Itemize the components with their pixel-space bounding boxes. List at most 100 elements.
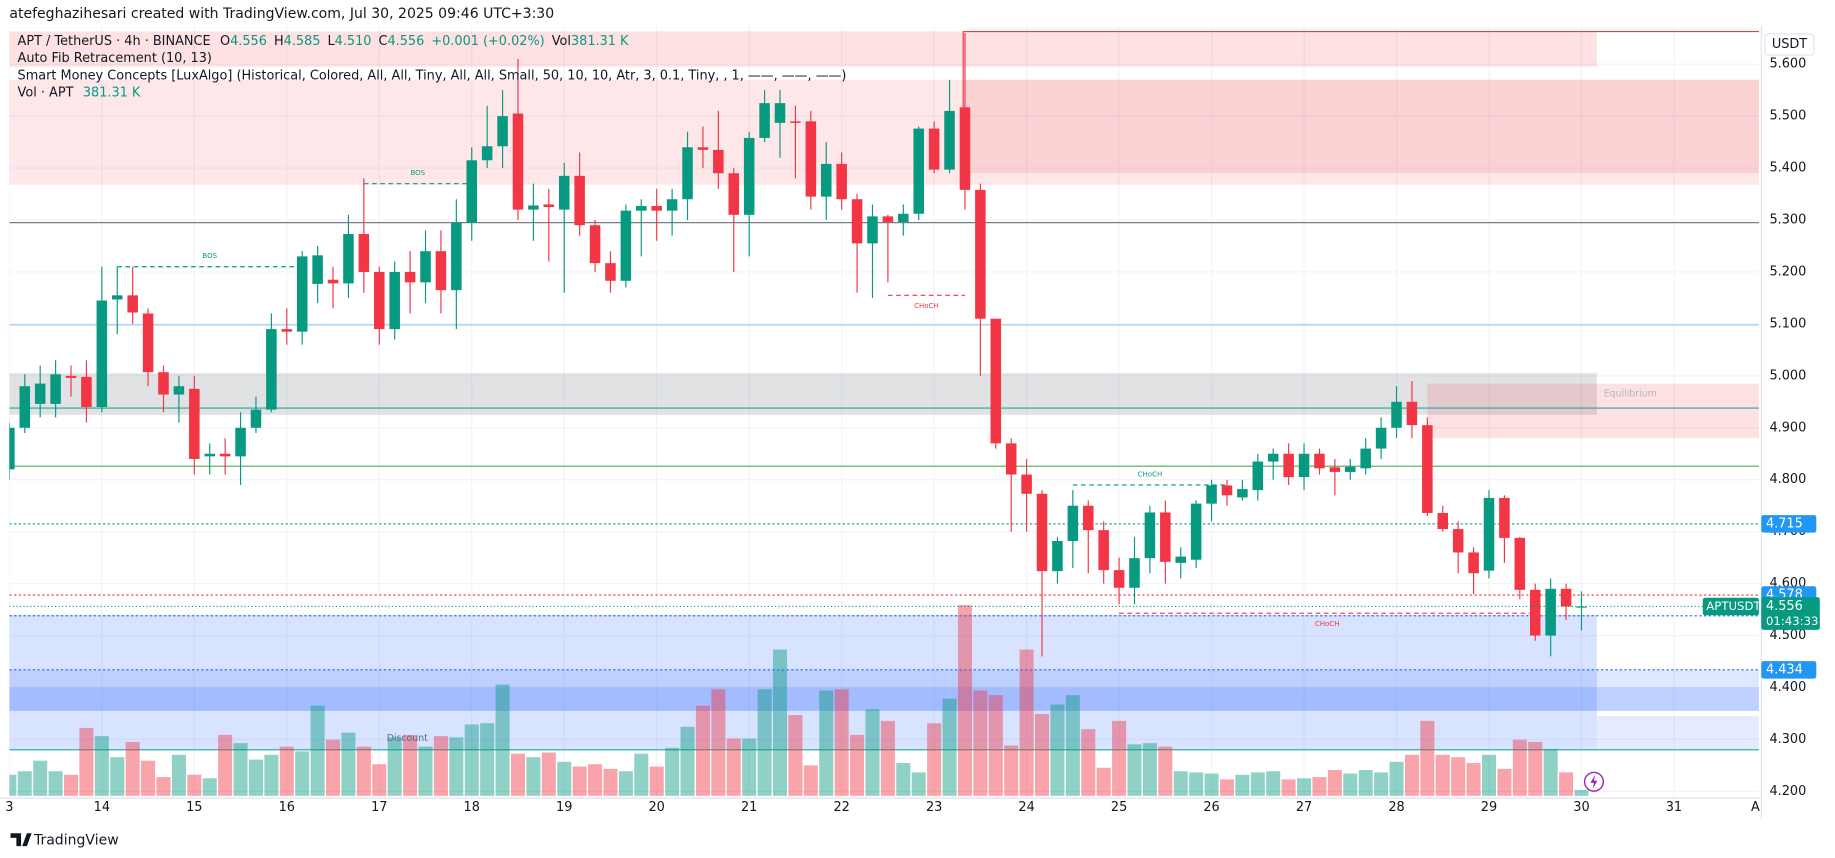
volume-bar — [711, 689, 726, 796]
volume-bar — [125, 741, 140, 796]
volume-bar — [603, 768, 618, 796]
volume-bar — [279, 746, 294, 796]
candle-body — [697, 147, 709, 150]
legend-key: H — [274, 33, 284, 48]
legend-value: 4.585 — [284, 33, 321, 48]
candle-body — [374, 271, 385, 330]
candle-body — [836, 163, 847, 200]
candle-body — [358, 234, 370, 272]
candle-body — [1221, 485, 1233, 496]
candle-body — [512, 113, 524, 210]
volume-bar — [1189, 772, 1204, 796]
candle-body — [497, 116, 508, 147]
x-tick-label: 20 — [649, 800, 665, 815]
legend-value: 4.556 — [230, 33, 267, 48]
candle-body — [1098, 530, 1109, 571]
candle-body — [204, 453, 215, 457]
volume-bar — [588, 764, 603, 796]
candle-body — [666, 199, 678, 211]
volume-bar — [1019, 649, 1034, 796]
x-tick-label: 24 — [1018, 800, 1034, 815]
candle-body — [759, 103, 770, 138]
candle-body — [466, 160, 478, 223]
candle-body — [481, 146, 493, 161]
legend-value: 4.556 — [387, 33, 424, 48]
volume-bar — [295, 751, 310, 796]
candle-body — [1499, 497, 1510, 538]
candle-body — [1190, 503, 1202, 560]
volume-bar — [1374, 772, 1389, 796]
volume-bar — [510, 753, 526, 796]
x-tick-label: 15 — [186, 800, 202, 815]
candle-body — [1298, 453, 1310, 478]
volume-bar — [1297, 778, 1312, 796]
price-tag — [1761, 515, 1817, 533]
candle-body — [682, 147, 693, 200]
volume-bar — [880, 720, 895, 796]
volume-bar — [680, 726, 695, 796]
volume-bar — [110, 757, 125, 796]
volume-bar — [1481, 754, 1497, 796]
volume-bar — [1543, 748, 1558, 796]
candle-body — [1021, 474, 1032, 494]
volume-bar — [480, 723, 495, 796]
candle-body — [1314, 453, 1325, 469]
structure-label: CHoCH — [914, 301, 939, 310]
candle-body — [1360, 448, 1371, 469]
candle-body — [50, 374, 61, 404]
y-tick-label: 5.300 — [1769, 213, 1806, 228]
volume-bar — [1204, 773, 1219, 796]
volume-bar — [618, 771, 633, 796]
x-tick-label: 16 — [279, 800, 295, 815]
candle-body — [543, 204, 555, 208]
candle-body — [790, 121, 801, 123]
candle-body — [158, 372, 169, 395]
x-tick-label: 3 — [5, 800, 13, 815]
currency: USDT — [1772, 37, 1807, 52]
volume-bar — [927, 723, 942, 796]
candle-body — [1113, 570, 1125, 588]
volume-bar — [218, 734, 233, 796]
volume-bar — [63, 774, 79, 796]
candle-body — [127, 295, 138, 313]
volume-bar — [1358, 770, 1373, 796]
candle-body — [296, 256, 308, 332]
candle-body — [636, 205, 647, 211]
zone — [9, 669, 1759, 688]
candle-body — [620, 210, 632, 281]
x-tick-label: 30 — [1573, 800, 1589, 815]
volume-bar — [942, 698, 957, 796]
currency-box[interactable] — [1764, 33, 1815, 56]
volume-bar — [1559, 772, 1574, 796]
zone — [9, 31, 1597, 67]
candle-body — [882, 216, 894, 223]
candle-body — [651, 205, 662, 211]
candle-body — [1082, 505, 1094, 531]
candle-body — [9, 427, 15, 470]
x-tick-label: 31 — [1666, 800, 1682, 815]
candle-body — [1144, 512, 1156, 559]
last-price-tag — [1761, 597, 1820, 630]
volume-bar — [1081, 729, 1096, 796]
zone — [964, 79, 1759, 174]
candle-body — [728, 173, 740, 215]
candle-body — [404, 271, 416, 283]
candle-body — [574, 175, 585, 226]
volume-bar — [1451, 757, 1466, 796]
candle-body — [1129, 558, 1140, 588]
candle-body — [420, 251, 431, 283]
volume-bar — [9, 774, 17, 796]
alert-icon-bolt — [1590, 774, 1598, 789]
x-tick-label: 18 — [464, 800, 480, 815]
candle-body — [1560, 588, 1572, 607]
price-tag-label: 4.715 — [1766, 516, 1803, 531]
volume-bar — [1343, 773, 1358, 796]
y-tick-label: 4.900 — [1769, 420, 1806, 435]
candle-body — [435, 251, 447, 291]
candle-body — [1206, 485, 1217, 504]
volume-bar — [1004, 745, 1019, 796]
volume-bar — [1250, 772, 1265, 796]
candle-body — [1422, 425, 1433, 513]
candle-body — [96, 300, 108, 408]
volume-bar — [1158, 746, 1173, 796]
